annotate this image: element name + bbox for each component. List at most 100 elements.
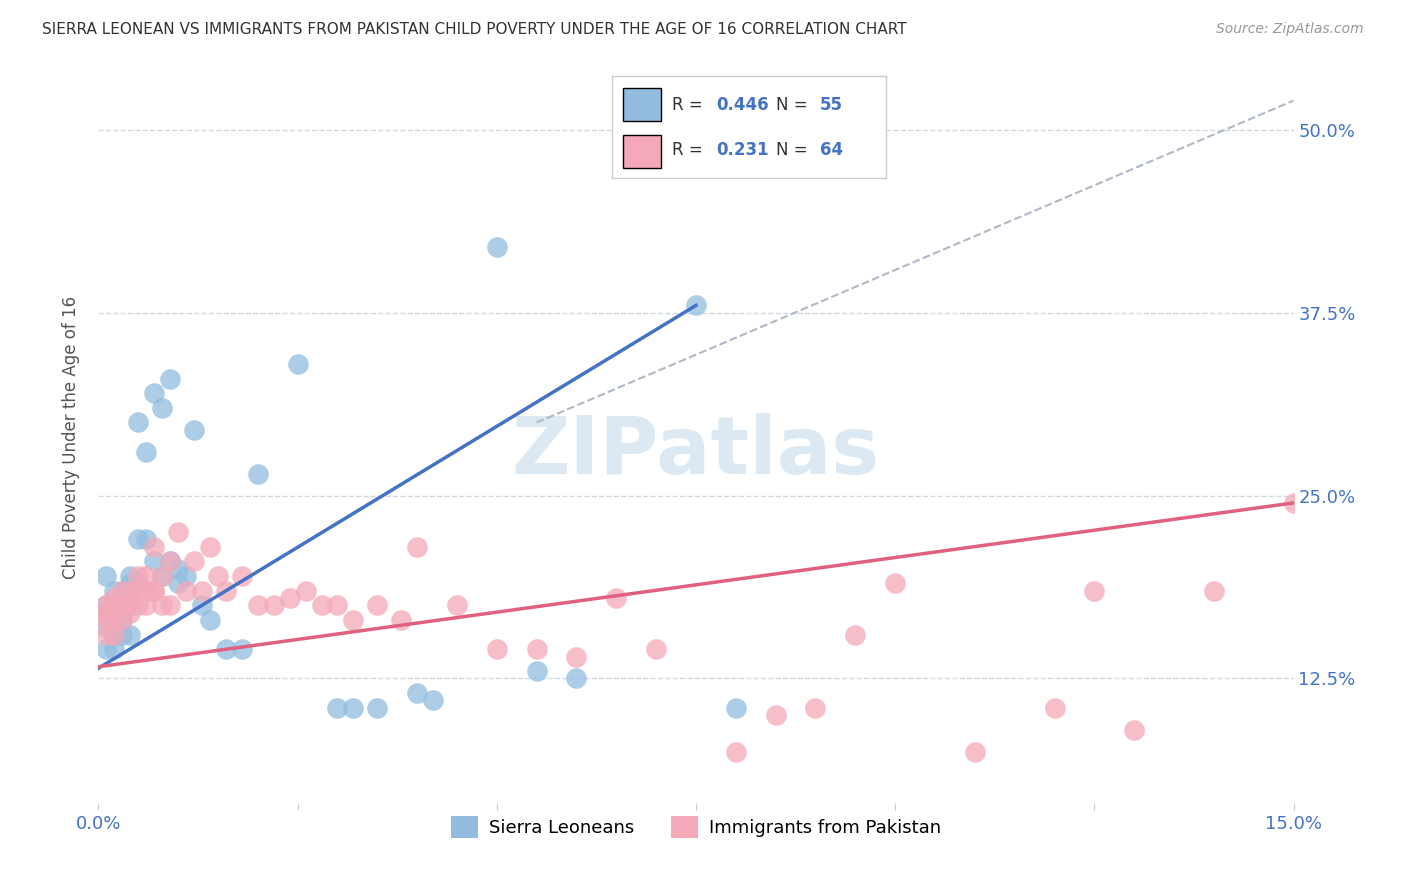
Point <box>366 700 388 714</box>
Point <box>135 583 157 598</box>
Point <box>526 642 548 657</box>
Point <box>96 620 118 634</box>
Point <box>150 599 173 613</box>
Point <box>96 642 118 657</box>
Point <box>685 298 707 312</box>
Point <box>120 599 142 613</box>
Text: R =: R = <box>672 141 709 159</box>
Point <box>120 583 142 598</box>
Point <box>150 569 173 583</box>
Point <box>127 416 149 430</box>
Text: ZIPatlas: ZIPatlas <box>512 413 880 491</box>
Text: N =: N = <box>776 95 813 113</box>
Point <box>111 613 134 627</box>
Point <box>143 386 166 401</box>
Point <box>446 599 468 613</box>
Point <box>167 562 190 576</box>
Text: Source: ZipAtlas.com: Source: ZipAtlas.com <box>1216 22 1364 37</box>
Point <box>135 444 157 458</box>
Point <box>143 554 166 568</box>
Point <box>143 540 166 554</box>
Point <box>1083 583 1105 598</box>
Point <box>135 533 157 547</box>
Point <box>278 591 301 605</box>
Point <box>120 576 142 591</box>
Point <box>1202 583 1225 598</box>
Point <box>198 613 221 627</box>
Point <box>326 700 349 714</box>
Point <box>150 569 173 583</box>
Point <box>294 583 316 598</box>
Point <box>111 591 134 605</box>
Point <box>103 606 125 620</box>
Point <box>96 606 118 620</box>
Point <box>103 627 125 641</box>
Point <box>103 613 125 627</box>
Point <box>111 627 134 641</box>
Point <box>724 700 747 714</box>
Point <box>526 664 548 678</box>
Point <box>96 599 118 613</box>
Point <box>111 613 134 627</box>
Point <box>103 642 125 657</box>
Point <box>103 627 125 641</box>
Point <box>215 583 238 598</box>
Point <box>342 700 364 714</box>
Point <box>103 599 125 613</box>
Point <box>143 583 166 598</box>
Point <box>96 627 118 641</box>
Point <box>342 613 364 627</box>
Point <box>311 599 333 613</box>
Point <box>103 591 125 605</box>
Point <box>287 357 309 371</box>
Point <box>120 606 142 620</box>
Point <box>111 599 134 613</box>
Point <box>96 613 118 627</box>
Point <box>103 599 125 613</box>
Point <box>159 599 181 613</box>
Point <box>127 569 149 583</box>
Point <box>183 554 205 568</box>
Point <box>231 642 253 657</box>
Y-axis label: Child Poverty Under the Age of 16: Child Poverty Under the Age of 16 <box>62 295 80 579</box>
Point <box>246 467 269 481</box>
Point <box>191 583 214 598</box>
Point <box>844 627 866 641</box>
Point <box>215 642 238 657</box>
Point <box>198 540 221 554</box>
Point <box>389 613 412 627</box>
Point <box>724 745 747 759</box>
Point <box>159 554 181 568</box>
Point <box>1282 496 1305 510</box>
Point <box>884 576 907 591</box>
Point <box>191 599 214 613</box>
Point <box>127 599 149 613</box>
Point <box>406 540 429 554</box>
Point <box>135 569 157 583</box>
Point <box>1123 723 1146 737</box>
Point <box>111 599 134 613</box>
FancyBboxPatch shape <box>623 88 661 121</box>
Point <box>565 649 588 664</box>
Point <box>231 569 253 583</box>
Text: R =: R = <box>672 95 709 113</box>
Point <box>111 583 134 598</box>
Point <box>135 599 157 613</box>
Point <box>207 569 229 583</box>
Point <box>804 700 827 714</box>
Point <box>143 583 166 598</box>
Point <box>159 371 181 385</box>
Point <box>120 627 142 641</box>
Point <box>174 583 197 598</box>
Point <box>103 583 125 598</box>
Point <box>485 642 508 657</box>
Point <box>150 401 173 415</box>
Point <box>406 686 429 700</box>
Text: SIERRA LEONEAN VS IMMIGRANTS FROM PAKISTAN CHILD POVERTY UNDER THE AGE OF 16 COR: SIERRA LEONEAN VS IMMIGRANTS FROM PAKIST… <box>42 22 907 37</box>
Point <box>765 708 787 723</box>
Point <box>120 599 142 613</box>
Point <box>96 599 118 613</box>
Point <box>565 672 588 686</box>
Point <box>485 240 508 254</box>
Point <box>366 599 388 613</box>
